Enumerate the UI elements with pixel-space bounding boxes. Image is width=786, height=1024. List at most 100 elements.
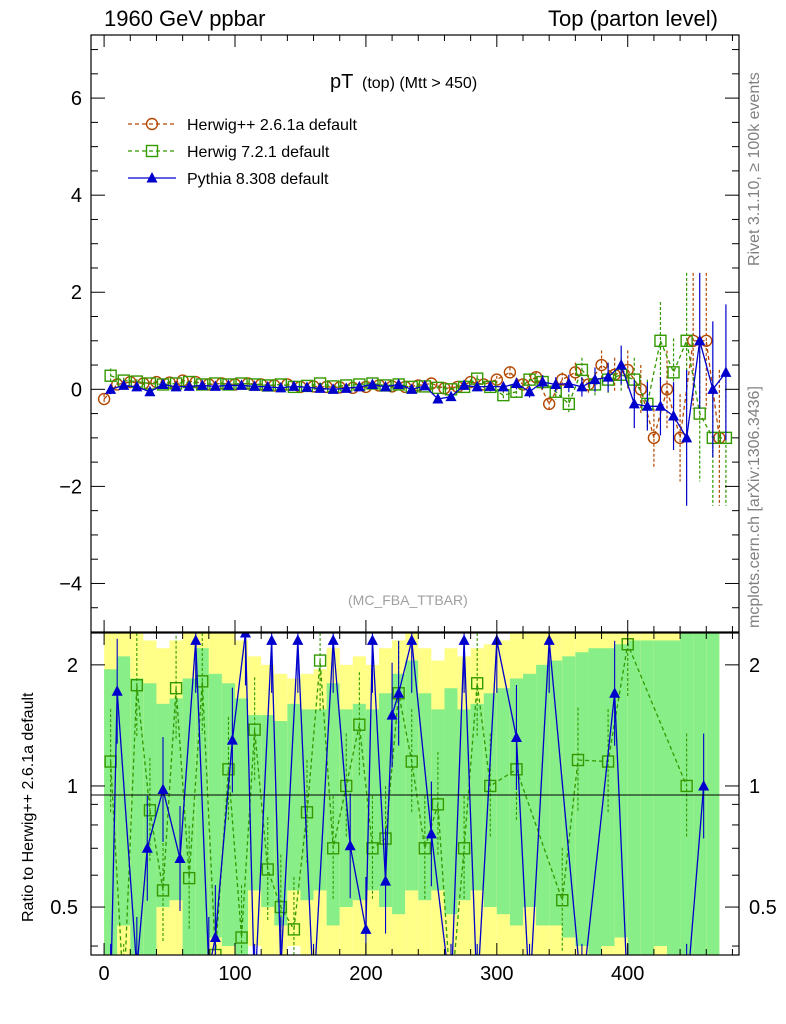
band-green-bin <box>287 703 301 891</box>
point-herwig7 <box>562 397 576 411</box>
ratio-point-pythia <box>406 634 418 645</box>
band-green-bin <box>640 640 654 955</box>
point-pythia <box>275 381 287 393</box>
ratio-point-herwig7 <box>457 842 471 855</box>
point-pythia <box>681 431 693 443</box>
ratio-point-pythia <box>510 731 522 742</box>
point-pythia <box>694 334 706 346</box>
band-green-bin <box>523 673 537 908</box>
point-pythia <box>196 379 208 390</box>
ratio-point-pythia <box>157 783 169 794</box>
ratio-point-pythia <box>360 923 372 934</box>
point-pythia <box>654 400 666 411</box>
ratio-point-herwig7 <box>300 806 314 819</box>
ratio-point-herwig7 <box>235 931 248 944</box>
y-tick-label: 0 <box>71 379 82 401</box>
ratio-point-pythia <box>609 687 621 698</box>
ratio-point-herwig7 <box>261 863 274 876</box>
point-herwigpp <box>660 383 674 396</box>
ratio-point-pythia <box>275 963 286 974</box>
ratio-point-pythia <box>681 990 692 1001</box>
band-green-bin <box>208 673 222 938</box>
header-left: 1960 GeV ppbar <box>104 6 266 31</box>
ratio-point-pythia <box>366 634 378 645</box>
point-pythia <box>301 381 313 392</box>
legend-marker-pythia <box>146 172 158 183</box>
band-green-bin <box>653 640 667 947</box>
ratio-point-herwig7 <box>182 871 196 885</box>
point-pythia <box>406 383 418 394</box>
band-green-bin <box>457 709 471 901</box>
point-pythia <box>707 383 719 394</box>
point-pythia <box>419 379 431 391</box>
point-pythia <box>327 383 339 394</box>
ratio-tick-labels: 0.5 0.5 1 1 2 2 <box>50 655 777 919</box>
point-herwig7 <box>222 378 235 391</box>
ratio-point-herwig7 <box>287 923 301 936</box>
ratio-tick-label-right: 2 <box>749 655 760 677</box>
ratio-point-herwig7 <box>571 753 585 767</box>
ratio-point-herwig7 <box>446 991 457 1002</box>
ratio-point-herwig7 <box>326 842 340 855</box>
point-pythia <box>209 380 221 391</box>
ratio-point-pythia <box>174 852 186 864</box>
ratio-point-pythia <box>266 634 278 645</box>
point-pythia <box>445 390 457 402</box>
y-tick-label: 4 <box>71 185 82 207</box>
point-herwig7 <box>575 363 589 377</box>
x-tick-label: 300 <box>480 963 513 985</box>
band-green-bin <box>627 640 641 955</box>
ratio-point-herwig7 <box>143 804 157 817</box>
point-pythia <box>340 382 352 393</box>
band-green-bin <box>667 640 681 955</box>
ratio-point-pythia <box>472 990 483 1001</box>
x-tick-labels: 0 100 200 300 400 <box>99 963 645 985</box>
ratio-point-pythia <box>458 634 470 645</box>
point-pythia <box>510 377 522 388</box>
point-pythia <box>249 380 261 391</box>
point-pythia <box>484 380 496 391</box>
band-green-bin <box>496 688 510 915</box>
point-herwig7 <box>104 369 117 382</box>
x-tick-label: 400 <box>611 963 644 985</box>
point-pythia <box>314 382 326 393</box>
band-green-bin <box>326 683 340 926</box>
band-green-bin <box>392 673 406 915</box>
ratio-point-pythia <box>249 990 260 1001</box>
ratio-point-herwig7 <box>222 763 235 776</box>
ratio-point-herwig7 <box>156 884 170 897</box>
ratio-line-herwig7 <box>109 641 688 955</box>
ratio-tick-label-right: 0.5 <box>749 897 777 919</box>
band-green-bin <box>182 678 196 955</box>
point-herwigpp <box>542 397 556 411</box>
legend-label-herwigpp: Herwig++ 2.6.1a default <box>187 117 357 134</box>
ratio-series <box>104 633 710 1002</box>
ratio-point-pythia <box>622 990 633 1001</box>
point-pythia <box>458 379 470 390</box>
band-green-bin <box>693 633 707 955</box>
ratio-point-herwig7 <box>353 718 366 731</box>
x-tick-label: 100 <box>218 963 251 985</box>
ratio-point-pythia <box>105 990 116 1001</box>
point-herwigpp <box>647 431 661 445</box>
x-tick-label: 200 <box>349 963 382 985</box>
point-pythia <box>550 378 562 389</box>
x-tick-label: 0 <box>99 963 110 985</box>
ratio-point-herwig7 <box>418 842 432 855</box>
ratio-point-pythia <box>131 963 142 974</box>
ratio-tick-label-left: 1 <box>67 776 78 798</box>
ratio-point-pythia <box>425 827 437 839</box>
point-pythia <box>563 377 575 388</box>
legend-label-pythia: Pythia 8.308 default <box>187 171 329 188</box>
point-pythia <box>118 379 130 390</box>
band-green-bin <box>614 644 628 938</box>
ratio-point-herwig7 <box>431 798 445 811</box>
ratio-point-pythia <box>386 709 398 720</box>
chart-title-main: pT <box>330 71 353 93</box>
point-pythia <box>222 379 234 390</box>
point-pythia <box>497 380 509 392</box>
ratio-point-pythia <box>327 634 339 645</box>
ratio-point-herwig7 <box>169 681 183 695</box>
point-pythia <box>170 380 182 392</box>
ratio-point-herwig7 <box>366 842 379 855</box>
